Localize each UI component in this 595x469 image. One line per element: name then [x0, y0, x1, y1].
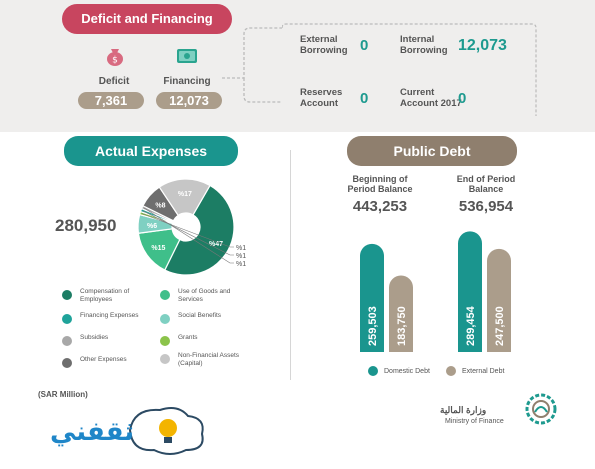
- watermark-text: ثقفني: [50, 417, 134, 447]
- legend-item: Compensation of Employees: [62, 288, 144, 304]
- legend-label: Compensation of Employees: [80, 288, 130, 303]
- legend-swatch: [62, 314, 72, 324]
- debt-bar: [487, 248, 511, 352]
- site-watermark-logo: ثقفني: [50, 407, 204, 455]
- public-debt-title: Public Debt: [347, 136, 517, 166]
- financing-label: Financing: [163, 76, 211, 87]
- debt-bar: [389, 275, 413, 352]
- ministry-name-arabic: وزارة المالية: [440, 405, 487, 415]
- money-bag-icon: $: [107, 49, 123, 66]
- legend-label: Social Benefits: [178, 312, 221, 319]
- legend-item: Non-Financial Assets (Capital): [160, 352, 242, 368]
- legend-label: Subsidies: [80, 334, 109, 341]
- end-balance-label: End of Period Balance: [456, 174, 516, 194]
- legend-swatch: [62, 290, 72, 300]
- legend-label: Non-Financial Assets (Capital): [178, 352, 240, 367]
- actual-expenses-title: Actual Expenses: [64, 136, 238, 166]
- svg-text:$: $: [112, 56, 118, 66]
- debt-bar: [458, 231, 482, 352]
- legend-swatch: [160, 336, 170, 346]
- unit-note: (SAR Million): [38, 390, 88, 399]
- legend-label: Use of Goods and Services: [178, 288, 231, 303]
- legend-label: External Debt: [462, 367, 505, 375]
- legend-label: Domestic Debt: [384, 367, 430, 375]
- legend-swatch: [160, 354, 170, 364]
- legend-swatch: [62, 358, 72, 368]
- legend-label: Other Expenses: [80, 356, 127, 363]
- debt-bar-label: 183,750: [396, 306, 408, 346]
- current-account-label: Current Account 2017: [400, 87, 462, 109]
- debt-bar-label: 289,454: [465, 305, 477, 346]
- current-account-value: 0: [458, 90, 467, 107]
- debt-bar-label: 259,503: [367, 306, 379, 346]
- internal-borrowing-value: 12,073: [458, 37, 507, 54]
- reserves-account-label: Reserves Account: [300, 87, 343, 109]
- deficit-financing-title: Deficit and Financing: [62, 4, 232, 34]
- deficit-value: 7,361: [78, 92, 144, 109]
- section-divider: [290, 150, 291, 380]
- debt-bar: [360, 243, 384, 352]
- external-borrowing-value: 0: [360, 37, 369, 54]
- beginning-balance-label: Beginning of Period Balance: [347, 174, 413, 194]
- legend-item: Subsidies: [62, 334, 144, 346]
- legend-swatch: [160, 290, 170, 300]
- legend-item-domestic: Domestic Debt: [368, 366, 430, 376]
- legend-item: Use of Goods and Services: [160, 288, 242, 304]
- legend-label: Financing Expenses: [80, 312, 139, 319]
- legend-swatch: [62, 336, 72, 346]
- legend-item: Grants: [160, 334, 242, 346]
- sources-frame: [282, 23, 537, 116]
- external-borrowing-label: External Borrowing: [300, 34, 348, 56]
- beginning-balance-value: 443,253: [352, 198, 408, 215]
- legend-swatch: [160, 314, 170, 324]
- legend-item: Other Expenses: [62, 356, 144, 368]
- legend-item-external: External Debt: [446, 366, 504, 376]
- financing-value: 12,073: [156, 92, 222, 109]
- deficit-label: Deficit: [98, 76, 130, 87]
- financing-connector-lines: [222, 27, 282, 103]
- internal-borrowing-label: Internal Borrowing: [400, 34, 448, 56]
- actual-expenses-total: 280,950: [55, 216, 117, 235]
- legend-swatch: [446, 366, 456, 376]
- legend-label: Grants: [178, 334, 198, 341]
- cash-stack-icon: [177, 49, 197, 63]
- debt-bar-label: 247,500: [494, 306, 506, 346]
- ministry-emblem-icon: [525, 393, 557, 425]
- reserves-account-value: 0: [360, 90, 369, 107]
- end-balance-value: 536,954: [458, 198, 514, 215]
- ministry-name-english: Ministry of Finance: [445, 418, 504, 425]
- legend-item: Social Benefits: [160, 312, 242, 324]
- legend-item: Financing Expenses: [62, 312, 144, 324]
- legend-swatch: [368, 366, 378, 376]
